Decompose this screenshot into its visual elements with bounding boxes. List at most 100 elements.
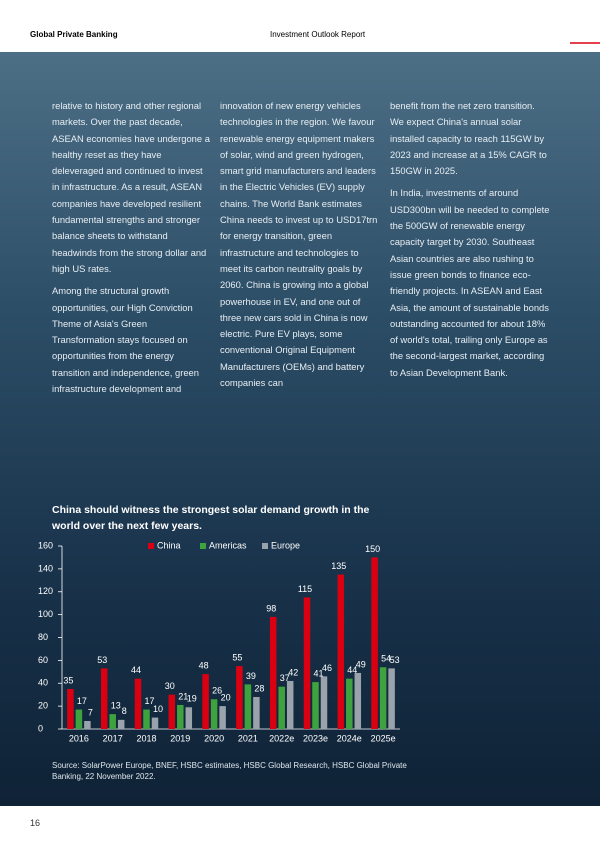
y-tick-label: 0 bbox=[38, 723, 43, 733]
header-left: Global Private Banking bbox=[30, 30, 118, 39]
x-tick-label: 2022e bbox=[269, 733, 294, 743]
value-label: 49 bbox=[356, 659, 366, 669]
value-label: 20 bbox=[221, 693, 231, 703]
bar bbox=[379, 667, 387, 729]
legend-label: China bbox=[157, 540, 181, 550]
bar bbox=[75, 709, 83, 729]
bar bbox=[109, 714, 116, 729]
value-label: 13 bbox=[111, 701, 121, 711]
x-tick-label: 2025e bbox=[371, 733, 396, 743]
value-label: 115 bbox=[298, 584, 312, 594]
bar bbox=[151, 717, 159, 729]
legend-swatch bbox=[200, 543, 206, 549]
value-label: 41 bbox=[313, 668, 323, 678]
bar bbox=[236, 666, 243, 729]
bar bbox=[244, 684, 252, 729]
x-tick-label: 2021 bbox=[238, 733, 258, 743]
bar bbox=[371, 557, 378, 729]
bar bbox=[253, 696, 260, 729]
value-label: 30 bbox=[165, 681, 175, 691]
value-label: 98 bbox=[266, 603, 276, 613]
y-tick-label: 80 bbox=[38, 632, 48, 642]
bar bbox=[219, 706, 226, 729]
bar bbox=[354, 672, 362, 729]
bar bbox=[210, 699, 218, 729]
bar bbox=[84, 720, 91, 729]
value-label: 42 bbox=[288, 667, 298, 677]
bar bbox=[269, 616, 277, 729]
paragraph: In India, investments of around USD300bn… bbox=[390, 187, 550, 378]
bar bbox=[388, 668, 395, 729]
value-label: 7 bbox=[88, 707, 93, 717]
paragraph: innovation of new energy vehicles techno… bbox=[220, 100, 378, 389]
value-label: 10 bbox=[153, 704, 163, 714]
y-tick-label: 20 bbox=[38, 701, 48, 711]
value-label: 44 bbox=[347, 665, 357, 675]
value-label: 53 bbox=[390, 655, 400, 665]
bar bbox=[100, 668, 108, 729]
paragraph: Among the structural growth opportunitie… bbox=[52, 285, 199, 395]
value-label: 54 bbox=[381, 654, 391, 664]
bar bbox=[278, 686, 285, 729]
x-tick-label: 2020 bbox=[204, 733, 224, 743]
y-tick-label: 160 bbox=[38, 540, 53, 550]
text-column: relative to history and other regional m… bbox=[52, 98, 212, 403]
bar bbox=[134, 678, 142, 729]
value-label: 28 bbox=[254, 683, 264, 693]
bar bbox=[337, 574, 345, 729]
bar bbox=[168, 694, 176, 729]
x-tick-label: 2017 bbox=[103, 733, 123, 743]
bar bbox=[185, 707, 193, 729]
value-label: 150 bbox=[365, 544, 380, 554]
value-label: 26 bbox=[212, 686, 222, 696]
value-label: 55 bbox=[232, 652, 242, 662]
bar bbox=[312, 682, 319, 729]
sea-image bbox=[0, 52, 600, 806]
bar bbox=[303, 597, 311, 729]
page-number: 16 bbox=[30, 818, 41, 828]
value-label: 44 bbox=[131, 665, 141, 675]
x-tick-label: 2019 bbox=[170, 733, 190, 743]
chart-title: China should witness the strongest solar… bbox=[52, 504, 370, 532]
y-tick-label: 120 bbox=[38, 586, 53, 596]
value-label: 135 bbox=[331, 561, 346, 571]
bar bbox=[346, 678, 353, 729]
value-label: 48 bbox=[199, 660, 209, 670]
x-tick-label: 2024e bbox=[337, 733, 362, 743]
source-note: Source: SolarPower Europe, BNEF, HSBC es… bbox=[52, 761, 407, 781]
bar bbox=[117, 719, 125, 729]
y-tick-label: 60 bbox=[38, 655, 48, 665]
y-tick-label: 100 bbox=[38, 609, 53, 619]
value-label: 21 bbox=[178, 691, 188, 701]
bar bbox=[177, 704, 184, 729]
bar bbox=[67, 688, 74, 729]
value-label: 19 bbox=[187, 694, 197, 704]
value-label: 37 bbox=[280, 673, 290, 683]
value-label: 17 bbox=[144, 696, 154, 706]
legend-label: Europe bbox=[271, 540, 300, 550]
legend-swatch bbox=[148, 543, 154, 549]
x-tick-label: 2023e bbox=[303, 733, 328, 743]
value-label: 53 bbox=[97, 655, 107, 665]
header-right: Investment Outlook Report bbox=[270, 30, 366, 39]
x-tick-label: 2018 bbox=[136, 733, 156, 743]
paragraph: benefit from the net zero transition. We… bbox=[390, 100, 547, 177]
paragraph: relative to history and other regional m… bbox=[52, 100, 210, 274]
text-column: innovation of new energy vehicles techno… bbox=[220, 98, 380, 397]
y-tick-label: 40 bbox=[38, 678, 48, 688]
bar bbox=[286, 680, 294, 729]
legend-swatch bbox=[262, 543, 268, 549]
value-label: 8 bbox=[122, 706, 127, 716]
value-label: 35 bbox=[63, 675, 73, 685]
value-label: 46 bbox=[322, 663, 332, 673]
x-tick-label: 2016 bbox=[69, 733, 89, 743]
bar bbox=[202, 674, 209, 729]
value-label: 17 bbox=[77, 696, 87, 706]
bar bbox=[320, 676, 328, 729]
text-column: benefit from the net zero transition. We… bbox=[390, 98, 550, 387]
legend-label: Americas bbox=[209, 540, 247, 550]
value-label: 39 bbox=[246, 671, 256, 681]
bar bbox=[143, 709, 150, 729]
